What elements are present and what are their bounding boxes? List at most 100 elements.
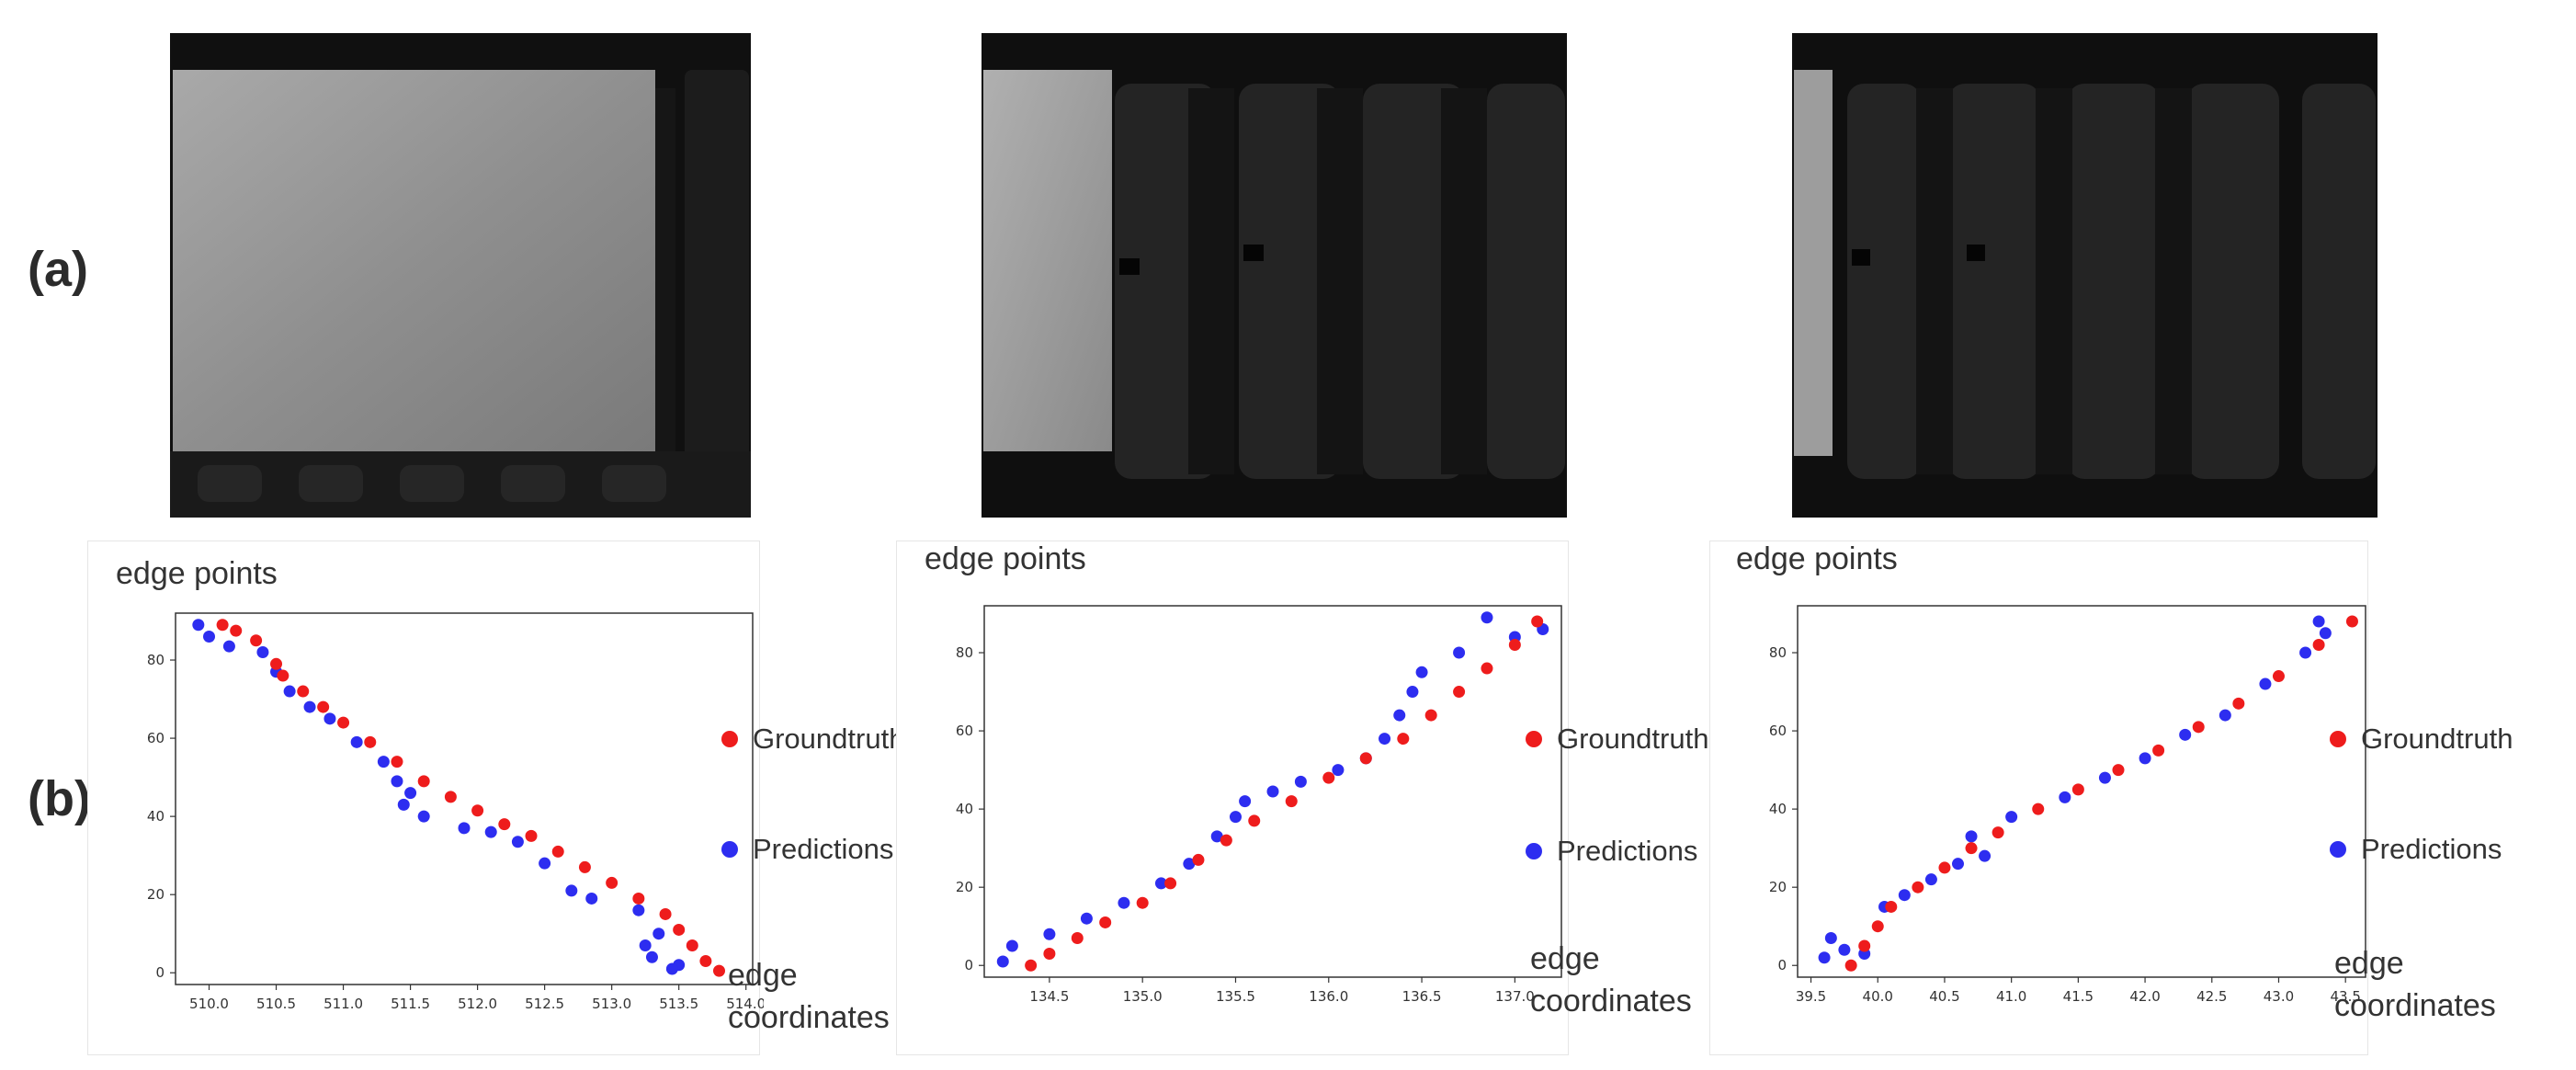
groundtruth-point: [1099, 916, 1112, 928]
prediction-point: [2139, 752, 2151, 765]
y-tick-label: 40: [956, 801, 973, 817]
groundtruth-point: [1453, 686, 1466, 699]
groundtruth-point: [712, 964, 725, 977]
prediction-point: [1818, 951, 1831, 964]
prediction-point: [1210, 830, 1223, 843]
groundtruth-point: [1885, 900, 1898, 913]
legend-groundtruth-1: Groundtruth: [721, 723, 904, 756]
y-tick-label: 80: [147, 652, 165, 668]
groundtruth-point: [471, 804, 484, 817]
groundtruth-point: [1136, 896, 1149, 909]
prediction-point: [653, 928, 665, 940]
groundtruth-point: [1481, 662, 1493, 675]
groundtruth-point: [2345, 615, 2358, 628]
groundtruth-point: [498, 818, 511, 831]
groundtruth-point: [1397, 733, 1410, 746]
groundtruth-point: [1220, 834, 1232, 847]
prediction-point: [1239, 795, 1252, 808]
row-label-a: (a): [28, 242, 88, 297]
prediction-point: [996, 955, 1009, 968]
groundtruth-point: [659, 907, 672, 920]
y-tick-label: 60: [1769, 723, 1787, 739]
groundtruth-point: [2032, 802, 2045, 815]
prediction-point: [1406, 686, 1419, 699]
prediction-point: [565, 884, 578, 897]
x-label-line2: coordinates: [728, 1000, 890, 1035]
prediction-point: [377, 756, 390, 768]
y-tick-label: 0: [1777, 957, 1787, 973]
groundtruth-point: [1508, 639, 1521, 652]
y-axis-label: edge points: [925, 541, 1086, 576]
x-tick-label: 513.5: [659, 996, 698, 1012]
groundtruth-point: [2192, 721, 2205, 734]
legend-label: Groundtruth: [753, 723, 905, 755]
conveyor-photo-3: [1792, 33, 2377, 518]
groundtruth-point: [1285, 795, 1298, 808]
prediction-point: [203, 631, 216, 643]
conveyor-photo-2: [982, 33, 1567, 518]
prediction-point: [484, 825, 497, 838]
y-tick-label: 0: [964, 957, 973, 973]
groundtruth-point: [364, 735, 377, 748]
prediction-point: [256, 646, 269, 659]
prediction-point: [1824, 931, 1837, 944]
prediction-point: [1118, 896, 1130, 909]
groundtruth-point: [578, 860, 591, 873]
prediction-point: [1294, 775, 1307, 788]
groundtruth-point: [2112, 764, 2125, 777]
groundtruth-point: [417, 775, 430, 788]
plot-panel-3: edge points 39.5 40.0 40.5 41.0 41.5 42.0 42.5…: [1709, 541, 2368, 1055]
x-tick-label: 42.0: [2129, 988, 2160, 1005]
groundtruth-point: [1043, 947, 1056, 960]
groundtruth-point: [686, 939, 698, 951]
prediction-point: [2059, 791, 2071, 803]
groundtruth-point: [216, 619, 229, 632]
y-tick-label: 40: [147, 808, 165, 825]
prediction-point: [2098, 771, 2111, 784]
prediction-point: [1924, 873, 1937, 886]
predictions-marker-icon: [2330, 841, 2346, 858]
prediction-point: [539, 857, 551, 870]
groundtruth-point: [551, 845, 564, 858]
prediction-point: [1838, 943, 1851, 956]
y-tick-label: 80: [1769, 644, 1787, 661]
x-tick-label: 135.0: [1123, 988, 1163, 1005]
groundtruth-point: [1858, 939, 1871, 952]
x-tick-label: 39.5: [1796, 988, 1826, 1005]
x-axis-label-1: edge coordinates: [728, 954, 890, 1039]
x-label-line2: coordinates: [2334, 988, 2496, 1023]
prediction-point: [2299, 646, 2312, 659]
legend-predictions-2: Predictions: [1526, 835, 1697, 868]
x-tick-label: 43.5: [2330, 988, 2360, 1005]
groundtruth-point: [1025, 959, 1038, 972]
groundtruth-point: [1192, 853, 1205, 866]
prediction-point: [391, 775, 403, 788]
legend-label: Groundtruth: [1557, 723, 1709, 755]
x-tick-label: 136.5: [1402, 988, 1442, 1005]
plot-area: [175, 612, 754, 985]
prediction-point: [2259, 677, 2272, 690]
prediction-point: [585, 892, 598, 905]
prediction-point: [632, 904, 645, 916]
y-tick-label: 20: [147, 886, 165, 903]
prediction-point: [1951, 858, 1964, 871]
prediction-point: [1266, 785, 1279, 798]
prediction-point: [2319, 627, 2332, 640]
prediction-point: [1965, 830, 1978, 843]
x-tick-label: 511.5: [391, 996, 430, 1012]
x-label-line2: coordinates: [1530, 984, 1692, 1019]
groundtruth-point: [1938, 861, 1951, 874]
groundtruth-point: [337, 716, 350, 729]
groundtruth-point: [1531, 615, 1544, 628]
prediction-point: [222, 640, 235, 653]
prediction-point: [1453, 646, 1466, 659]
legend-label: Groundtruth: [2361, 723, 2514, 755]
y-tick-label: 0: [155, 964, 165, 981]
x-tick-label: 40.0: [1863, 988, 1893, 1005]
groundtruth-point: [1992, 826, 2004, 839]
prediction-point: [1043, 928, 1056, 940]
y-tick-label: 60: [956, 723, 973, 739]
groundtruth-point: [391, 756, 403, 768]
prediction-point: [2179, 728, 2192, 741]
x-tick-label: 510.5: [256, 996, 296, 1012]
